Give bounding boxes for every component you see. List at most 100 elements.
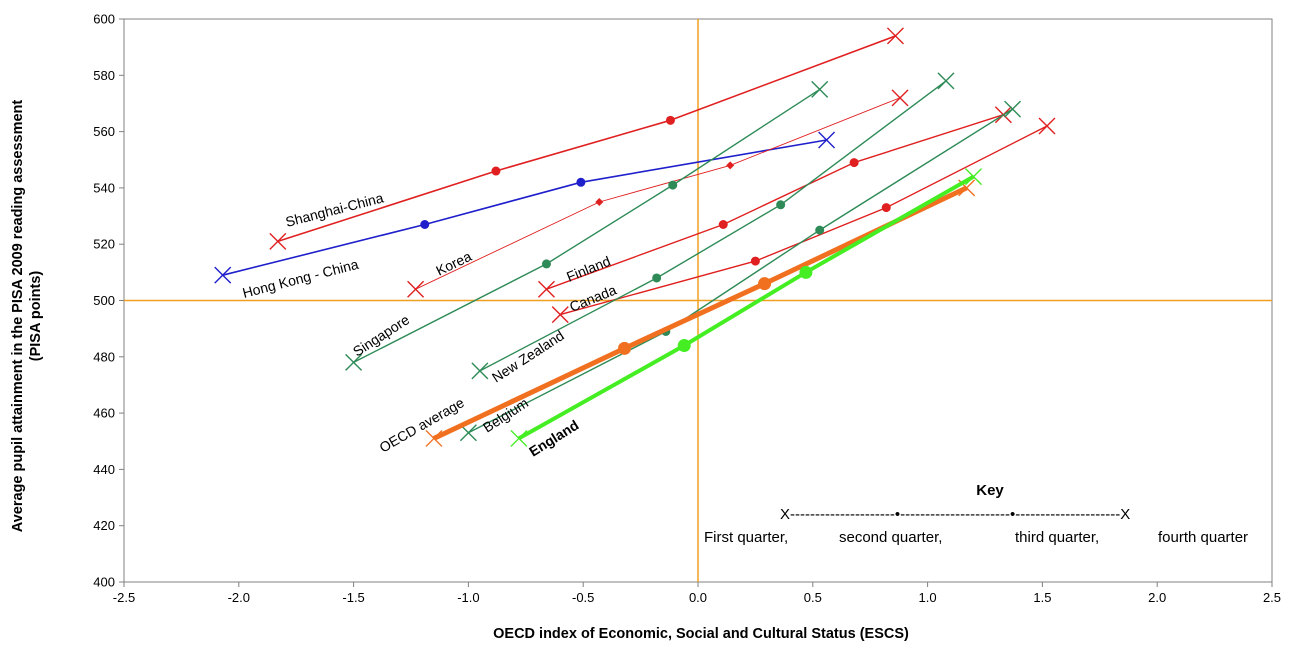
- quarter-endpoint-marker: [345, 353, 363, 371]
- x-marker-stroke: [551, 306, 569, 324]
- quarter-midpoint-marker: [665, 115, 675, 125]
- y-tick-label: 520: [93, 237, 115, 252]
- series-group: [214, 27, 1056, 447]
- x-marker-stroke: [891, 89, 909, 107]
- y-tick-label: 540: [93, 180, 115, 195]
- label-canada: Canada: [567, 281, 619, 314]
- x-tick-label: -2.5: [113, 590, 135, 605]
- quarter-endpoint-marker: [811, 80, 829, 98]
- quarter-midpoint-marker: [595, 197, 604, 206]
- y-tick-label: 580: [93, 68, 115, 83]
- key-third-quarter: third quarter,: [1015, 529, 1099, 546]
- quarter-endpoint-marker: [1038, 117, 1056, 135]
- series-korea: [407, 89, 909, 298]
- x-tick-label: 2.0: [1148, 590, 1166, 605]
- quarter-midpoint-marker: [881, 203, 891, 213]
- label-oecd-average: OECD average: [377, 394, 467, 455]
- y-tick-label: 460: [93, 406, 115, 421]
- series-line-hong-kong-china: [222, 139, 827, 276]
- quarter-midpoint-marker: [652, 273, 662, 283]
- key-fourth-quarter: fourth quarter: [1158, 529, 1248, 546]
- quarter-endpoint-marker: [425, 429, 443, 447]
- quarter-endpoint-marker: [471, 362, 489, 380]
- quarter-endpoint-marker: [891, 89, 909, 107]
- key-title: Key: [976, 482, 1004, 499]
- reference-lines: [124, 19, 1272, 582]
- x-marker-stroke: [425, 429, 443, 447]
- y-tick-label: 500: [93, 293, 115, 308]
- x-tick-label: 0.5: [804, 590, 822, 605]
- x-tick-label: -0.5: [572, 590, 594, 605]
- quarter-midpoint-marker: [677, 339, 691, 353]
- quarter-midpoint-marker: [799, 265, 813, 279]
- x-marker-stroke: [1038, 117, 1056, 135]
- y-axis-title-line1: Average pupil attainment in the PISA 200…: [10, 100, 26, 533]
- label-new-zealand: New Zealand: [489, 327, 567, 385]
- y-tick-label: 600: [93, 12, 115, 27]
- label-finland: Finland: [564, 253, 613, 285]
- x-tick-label: -2.0: [228, 590, 250, 605]
- quarter-endpoint-marker: [1004, 100, 1022, 118]
- quarter-endpoint-marker: [937, 72, 955, 90]
- quarter-endpoint-marker: [510, 429, 528, 447]
- quarter-endpoint-marker: [818, 131, 836, 149]
- quarter-endpoint-marker: [551, 306, 569, 324]
- x-marker-stroke: [886, 27, 904, 45]
- x-marker-stroke: [811, 80, 829, 98]
- x-marker-stroke: [1004, 100, 1022, 118]
- y-tick-label: 420: [93, 518, 115, 533]
- x-marker-stroke: [471, 362, 489, 380]
- y-axis-title-line2: (PISA points): [28, 271, 44, 362]
- quarter-midpoint-marker: [726, 161, 735, 170]
- series-oecd-average: [425, 179, 976, 447]
- quarter-midpoint-marker: [758, 277, 772, 291]
- series-singapore: [345, 80, 829, 371]
- y-tick-label: 400: [93, 575, 115, 590]
- y-tick-label: 440: [93, 462, 115, 477]
- x-tick-label: -1.0: [457, 590, 479, 605]
- x-tick-label: 2.5: [1263, 590, 1281, 605]
- quarter-midpoint-marker: [420, 219, 430, 229]
- quarter-midpoint-marker: [849, 158, 859, 168]
- series-line-oecd-average: [432, 185, 968, 441]
- quarter-midpoint-marker: [750, 256, 760, 266]
- label-hong-kong-china: Hong Kong - China: [241, 256, 361, 301]
- series-hong-kong-china: [214, 131, 836, 284]
- x-marker-stroke: [510, 429, 528, 447]
- quarter-endpoint-marker: [407, 280, 425, 298]
- series-line-korea: [415, 97, 901, 290]
- x-marker-stroke: [214, 266, 232, 284]
- x-marker-stroke: [965, 168, 983, 186]
- x-axis-title: OECD index of Economic, Social and Cultu…: [493, 626, 909, 642]
- quarter-endpoint-marker: [965, 168, 983, 186]
- quarter-midpoint-marker: [815, 225, 825, 235]
- key-second-quarter: second quarter,: [839, 529, 942, 546]
- series-finland: [537, 106, 1012, 298]
- x-axis-ticks: -2.5 -2.0 -1.5 -1.0 -0.5 0.0 0.5 1.0 1.5 2.0 2.5: [113, 582, 1281, 605]
- x-marker-stroke: [937, 72, 955, 90]
- series-new-zealand: [471, 72, 955, 380]
- x-marker-stroke: [958, 179, 976, 197]
- series-shanghai-china: [269, 27, 904, 250]
- series-canada: [551, 117, 1056, 324]
- quarter-endpoint-marker: [537, 280, 555, 298]
- quarter-midpoint-marker: [718, 219, 728, 229]
- x-tick-label: 1.5: [1033, 590, 1051, 605]
- x-marker-stroke: [818, 131, 836, 149]
- quarter-endpoint-marker: [459, 424, 477, 442]
- x-marker-stroke: [345, 353, 363, 371]
- y-tick-label: 560: [93, 124, 115, 139]
- quarter-endpoint-marker: [886, 27, 904, 45]
- x-tick-label: 1.0: [919, 590, 937, 605]
- x-tick-label: -1.5: [342, 590, 364, 605]
- key-line: X---------------------•-----------------…: [780, 506, 1130, 523]
- series-line-shanghai-china: [277, 35, 896, 243]
- quarter-midpoint-marker: [576, 177, 586, 187]
- label-england: England: [526, 417, 581, 460]
- y-axis-ticks: 400 420 440 460 480 500 520 540 560 580 600: [93, 12, 124, 590]
- series-line-canada: [560, 125, 1048, 316]
- quarter-midpoint-marker: [541, 259, 551, 269]
- series-line-finland: [546, 114, 1004, 290]
- y-tick-label: 480: [93, 349, 115, 364]
- series-line-new-zealand: [479, 80, 947, 372]
